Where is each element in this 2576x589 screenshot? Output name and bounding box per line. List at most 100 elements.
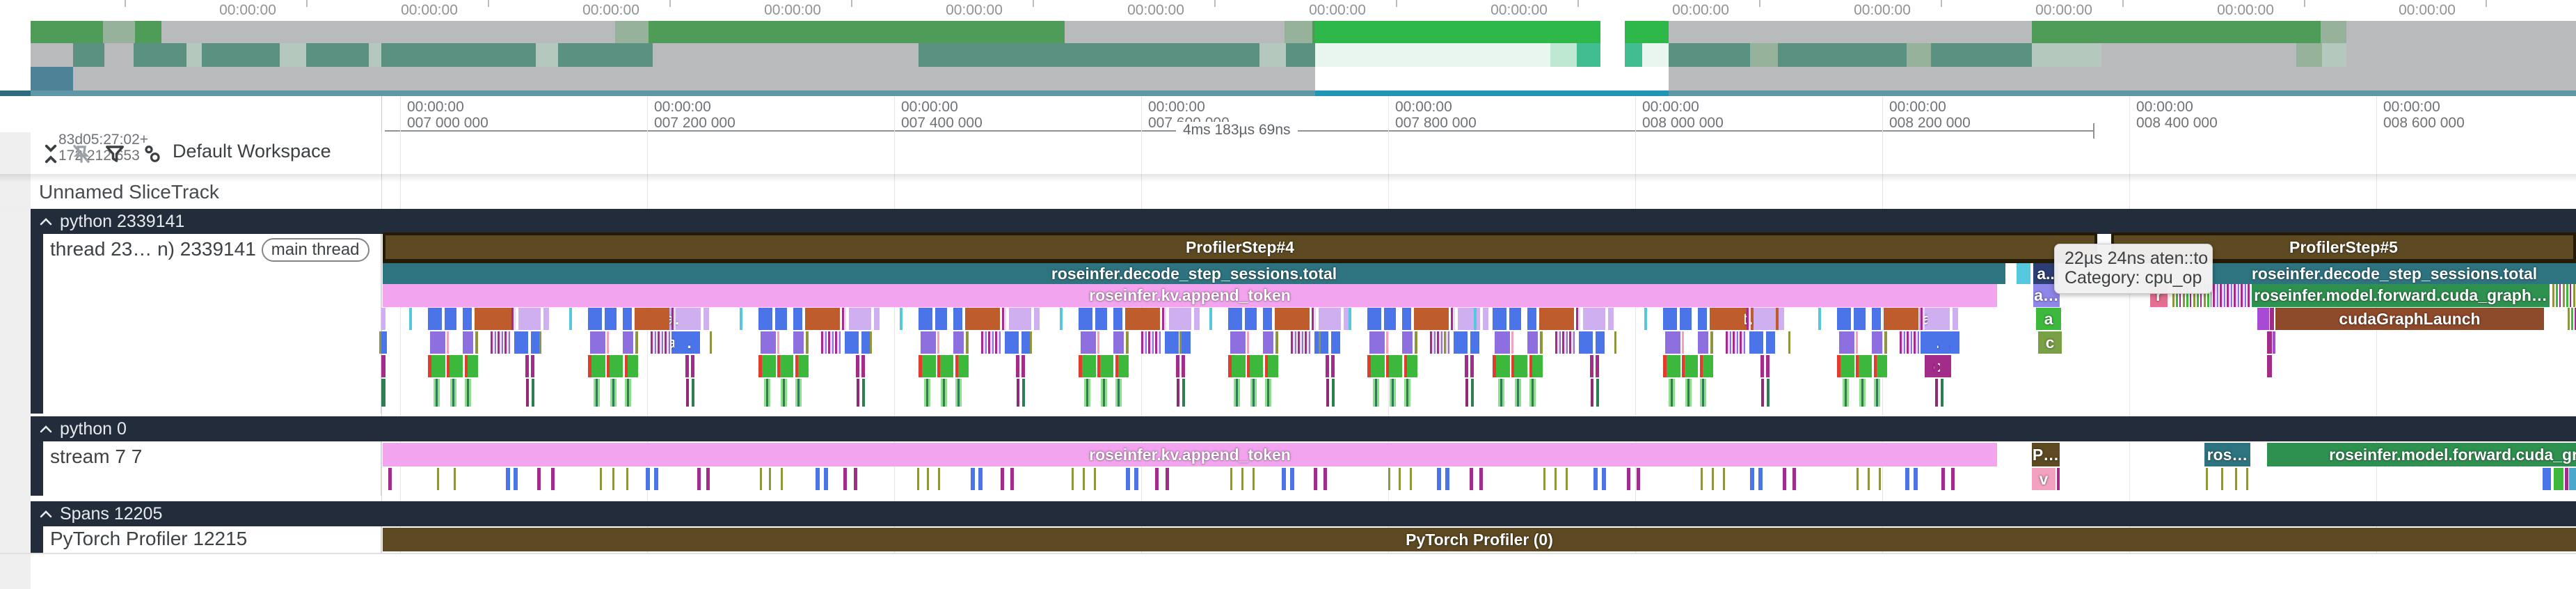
slice[interactable] (2569, 468, 2576, 490)
slice[interactable] (610, 379, 617, 407)
slice[interactable] (1703, 355, 1713, 377)
slice[interactable] (428, 308, 442, 330)
slice[interactable] (1685, 355, 1698, 377)
minimap-viewport[interactable] (1315, 21, 1669, 96)
slice[interactable] (1118, 355, 1129, 377)
pytorch-track-name-panel[interactable]: PyTorch Profiler 12215 (43, 526, 381, 553)
slice[interactable] (1614, 331, 1616, 354)
slice[interactable] (514, 331, 528, 354)
slice[interactable] (2267, 331, 2272, 354)
slice-ros-[interactable]: ros… (2204, 443, 2250, 466)
slice[interactable] (543, 308, 549, 330)
slice[interactable] (1495, 331, 1510, 354)
slice[interactable] (924, 379, 930, 407)
slice[interactable] (1331, 355, 1335, 377)
slice[interactable] (798, 355, 809, 377)
slice[interactable] (1515, 379, 1521, 407)
slice[interactable] (1228, 308, 1242, 330)
slice[interactable] (465, 379, 471, 407)
slice[interactable] (532, 379, 534, 407)
slice[interactable] (2257, 308, 2269, 330)
slice[interactable] (1021, 355, 1025, 377)
slice[interactable] (849, 308, 871, 330)
slice[interactable] (1856, 355, 1859, 377)
slice[interactable] (1465, 355, 1468, 377)
slice[interactable] (1022, 379, 1025, 407)
slice[interactable] (1332, 379, 1335, 407)
slice[interactable] (1941, 379, 1943, 407)
slice-a-[interactable]: a… (1919, 308, 1950, 330)
slice[interactable] (1839, 331, 1854, 354)
slice[interactable] (1234, 379, 1240, 407)
slice[interactable] (1644, 308, 1647, 330)
slice[interactable] (1779, 308, 1784, 330)
slice[interactable] (1247, 331, 1249, 354)
slice[interactable] (758, 355, 762, 377)
slice[interactable] (1940, 355, 1943, 377)
slice[interactable] (1927, 308, 1950, 330)
slice[interactable] (651, 331, 671, 354)
slice[interactable] (1079, 355, 1082, 377)
slice[interactable] (1402, 331, 1413, 354)
slice[interactable] (674, 331, 688, 354)
slice-roseinfer-kv-append-token[interactable]: roseinfer.kv.append_token (383, 284, 1997, 307)
slice-pytorch-profiler-0-[interactable]: PyTorch Profiler (0) (383, 528, 2576, 551)
slice[interactable] (1326, 355, 1329, 377)
slice[interactable] (381, 331, 387, 354)
slice[interactable] (1471, 379, 1474, 407)
slice[interactable] (1009, 308, 1031, 330)
slice[interactable] (1228, 355, 1232, 377)
slice[interactable] (780, 355, 793, 377)
slice[interactable] (1389, 355, 1402, 377)
slice[interactable] (1527, 331, 1538, 354)
track-unnamed-slicetrack[interactable]: Unnamed SliceTrack (0, 175, 2576, 210)
slice[interactable] (1113, 331, 1124, 354)
slice[interactable] (1470, 355, 1474, 377)
slice[interactable] (1840, 355, 1854, 377)
slice-c[interactable]: c (2038, 331, 2062, 354)
slice[interactable] (1101, 379, 1107, 407)
slice[interactable] (1079, 308, 1092, 330)
slice[interactable] (1458, 308, 1480, 330)
slice[interactable] (1555, 331, 1576, 354)
slice[interactable] (1682, 331, 1684, 354)
slice[interactable] (805, 308, 840, 330)
slice[interactable] (635, 308, 669, 330)
slice[interactable] (2273, 331, 2275, 354)
slice[interactable] (1493, 355, 1496, 377)
slice[interactable] (1596, 355, 1599, 377)
slice-roseinfer-kv-append-token[interactable]: roseinfer.kv.append_token (383, 443, 1997, 466)
slice[interactable] (588, 308, 602, 330)
slice[interactable] (1710, 308, 1744, 330)
slice[interactable] (1900, 331, 1921, 354)
slice[interactable] (625, 379, 631, 407)
slice[interactable] (1884, 308, 1918, 330)
slice[interactable] (1665, 331, 1680, 354)
slice[interactable] (1856, 331, 1858, 354)
slice[interactable] (1371, 355, 1385, 377)
slice[interactable] (1275, 308, 1310, 330)
slice[interactable] (740, 308, 742, 330)
filter-icon[interactable] (103, 142, 127, 166)
slice[interactable] (1483, 308, 1488, 330)
group-header-python-2339141[interactable]: python 2339141 (31, 209, 2576, 234)
slice[interactable] (1591, 379, 1593, 407)
slice-profilerstep#4[interactable]: ProfilerStep#4 (383, 233, 2097, 263)
slice[interactable] (1030, 331, 1032, 354)
slice[interactable] (1921, 308, 1925, 330)
slice[interactable] (526, 379, 529, 407)
slice[interactable] (2565, 468, 2568, 490)
slice[interactable] (1182, 355, 1185, 377)
slice[interactable] (594, 379, 600, 407)
slice[interactable] (1331, 331, 1340, 354)
slice-at-[interactable]: at… (1719, 308, 1779, 330)
slice-roseinfer-model-forward-cuda-graph-[interactable]: roseinfer.model.forward.cuda_graph… (2252, 284, 2550, 307)
slice[interactable] (447, 331, 449, 354)
slice[interactable] (1390, 379, 1396, 407)
slice[interactable] (623, 308, 632, 330)
slice[interactable] (1177, 379, 1179, 407)
slice-v[interactable]: v (2032, 468, 2056, 490)
slice[interactable] (1766, 331, 1775, 354)
slice[interactable] (921, 331, 936, 354)
slice[interactable] (795, 355, 798, 377)
